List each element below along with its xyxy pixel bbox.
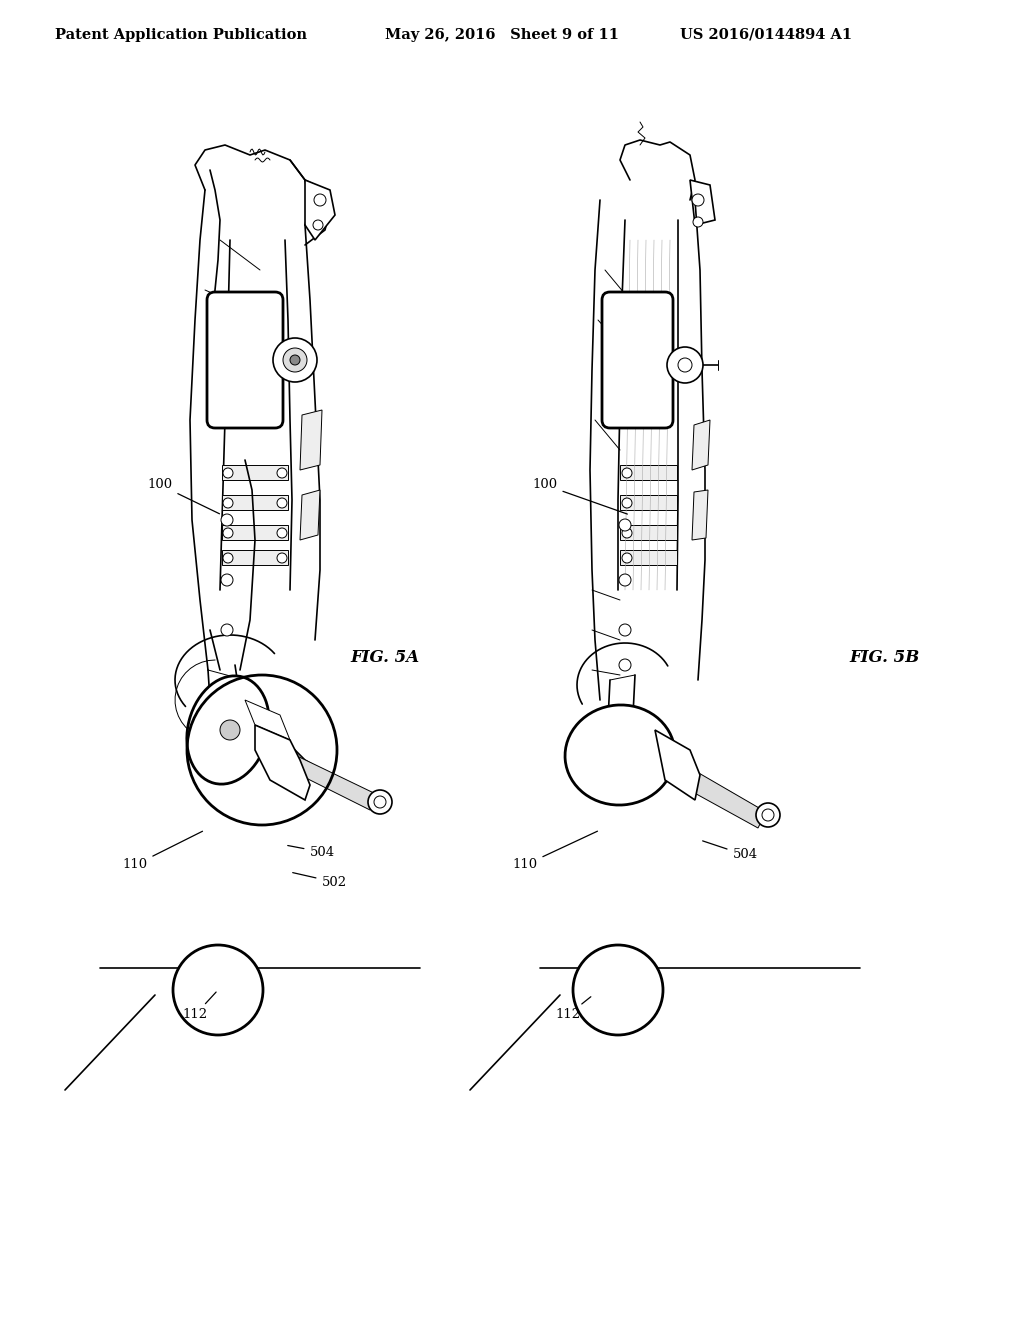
Circle shape <box>618 574 631 586</box>
FancyBboxPatch shape <box>207 292 283 428</box>
Circle shape <box>283 348 307 372</box>
Circle shape <box>622 469 632 478</box>
Circle shape <box>223 498 233 508</box>
Polygon shape <box>222 550 288 565</box>
Polygon shape <box>290 755 378 810</box>
Text: May 26, 2016 Sheet 9 of 11: May 26, 2016 Sheet 9 of 11 <box>385 28 618 42</box>
Polygon shape <box>680 766 766 828</box>
Circle shape <box>220 719 240 741</box>
Polygon shape <box>300 490 319 540</box>
Circle shape <box>223 553 233 564</box>
Circle shape <box>278 469 287 478</box>
Circle shape <box>667 347 703 383</box>
Text: 110: 110 <box>512 832 597 871</box>
Text: 504: 504 <box>288 846 335 858</box>
Polygon shape <box>222 465 288 480</box>
Polygon shape <box>690 180 715 224</box>
Circle shape <box>314 194 326 206</box>
Polygon shape <box>305 180 335 240</box>
FancyBboxPatch shape <box>602 292 673 428</box>
Polygon shape <box>655 730 700 800</box>
Text: 504: 504 <box>702 841 758 862</box>
Polygon shape <box>620 465 677 480</box>
Polygon shape <box>245 700 290 741</box>
Circle shape <box>221 624 233 636</box>
Circle shape <box>290 355 300 366</box>
Text: 110: 110 <box>123 832 203 871</box>
Circle shape <box>278 498 287 508</box>
Circle shape <box>622 528 632 539</box>
Circle shape <box>618 624 631 636</box>
Circle shape <box>223 469 233 478</box>
Text: 502: 502 <box>293 873 346 888</box>
Circle shape <box>762 809 774 821</box>
Polygon shape <box>620 495 677 510</box>
Circle shape <box>618 519 631 531</box>
Circle shape <box>221 513 233 525</box>
Circle shape <box>368 789 392 814</box>
Circle shape <box>278 528 287 539</box>
Polygon shape <box>620 525 677 540</box>
Polygon shape <box>222 495 288 510</box>
Polygon shape <box>692 490 708 540</box>
Circle shape <box>313 220 323 230</box>
Polygon shape <box>620 550 677 565</box>
Circle shape <box>278 553 287 564</box>
Text: 100: 100 <box>532 479 628 513</box>
Text: FIG. 5A: FIG. 5A <box>350 649 420 667</box>
Text: US 2016/0144894 A1: US 2016/0144894 A1 <box>680 28 852 42</box>
Circle shape <box>221 574 233 586</box>
Circle shape <box>273 338 317 381</box>
Circle shape <box>173 945 263 1035</box>
Circle shape <box>693 216 703 227</box>
Text: 112: 112 <box>555 997 591 1022</box>
Text: FIG. 5B: FIG. 5B <box>850 649 921 667</box>
Polygon shape <box>255 725 310 800</box>
Circle shape <box>223 528 233 539</box>
Circle shape <box>374 796 386 808</box>
Circle shape <box>756 803 780 828</box>
Circle shape <box>618 659 631 671</box>
Polygon shape <box>692 420 710 470</box>
Text: Patent Application Publication: Patent Application Publication <box>55 28 307 42</box>
Polygon shape <box>222 525 288 540</box>
Circle shape <box>622 498 632 508</box>
Circle shape <box>678 358 692 372</box>
Circle shape <box>622 553 632 564</box>
Ellipse shape <box>186 676 269 784</box>
Ellipse shape <box>565 705 675 805</box>
Circle shape <box>573 945 663 1035</box>
Text: 112: 112 <box>182 993 216 1022</box>
Text: 100: 100 <box>147 479 219 513</box>
Circle shape <box>692 194 705 206</box>
Polygon shape <box>300 411 322 470</box>
